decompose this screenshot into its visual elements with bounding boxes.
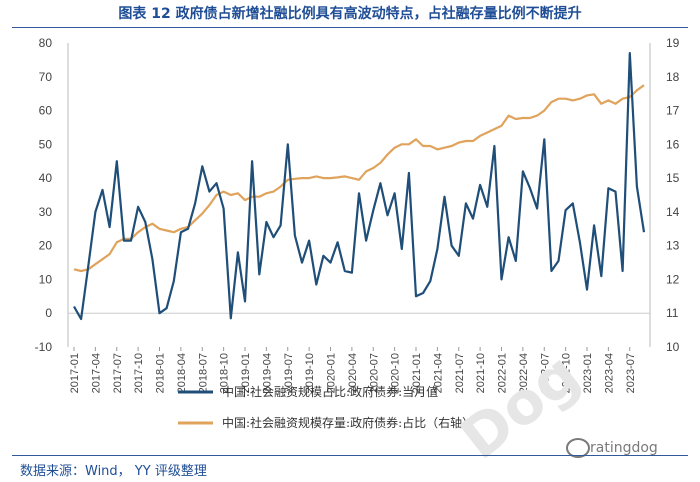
y-tick-label-right: 13 — [666, 239, 680, 253]
x-tick-label: 2022-07 — [539, 353, 551, 393]
x-axis-ticks: 2017-01 2017-04 2017-07 2017-10 2018-01 2018-… — [69, 347, 637, 393]
x-tick-label: 2017-10 — [133, 353, 145, 393]
y-tick-label-left: 70 — [39, 70, 53, 84]
y-tick-label-right: 12 — [666, 272, 680, 286]
x-tick-label: 2020-07 — [368, 353, 380, 393]
y-tick-label-right: 16 — [666, 137, 680, 151]
x-tick-label: 2019-04 — [261, 353, 273, 393]
y-tick-label-left: 40 — [39, 171, 53, 185]
x-tick-label: 2023-01 — [582, 353, 594, 393]
x-tick-label: 2022-10 — [561, 353, 573, 393]
y-tick-label-left: 20 — [39, 239, 53, 253]
chart-legend: 中国:社会融资规模占比:政府债券:当月值 中国:社会融资规模存量:政府债券:占比… — [178, 384, 474, 430]
legend-label-series1: 中国:社会融资规模占比:政府债券:当月值 — [222, 384, 438, 399]
x-tick-label: 2023-07 — [625, 353, 637, 393]
y-tick-label-right: 15 — [666, 171, 680, 185]
y-tick-label-left: 80 — [39, 36, 53, 50]
x-tick-label: 2020-04 — [347, 353, 359, 393]
x-tick-label: 2022-01 — [497, 353, 509, 393]
x-tick-label: 2018-04 — [176, 353, 188, 393]
x-tick-label: 2019-01 — [240, 353, 252, 393]
x-tick-label: 2020-01 — [326, 353, 338, 393]
x-tick-label: 2021-04 — [432, 353, 444, 393]
x-tick-label: 2022-04 — [518, 353, 530, 393]
y-tick-label-left: 10 — [39, 272, 53, 286]
y-tick-label-left: 0 — [45, 306, 52, 320]
x-tick-label: 2017-01 — [69, 353, 81, 393]
y-tick-label-left: -10 — [35, 340, 53, 354]
legend-label-series2: 中国:社会融资规模存量:政府债券:占比（右轴） — [222, 415, 474, 430]
data-source: 数据来源：Wind， YY 评级整理 — [20, 464, 207, 479]
y-tick-label-right: 14 — [666, 205, 680, 219]
y-axis-left-ticks: -10 0 10 20 30 40 50 60 70 80 — [35, 36, 53, 354]
source-divider — [12, 455, 688, 456]
y-tick-label-left: 60 — [39, 104, 53, 118]
x-tick-label: 2018-10 — [219, 353, 231, 393]
y-tick-label-right: 19 — [666, 36, 680, 50]
x-tick-label: 2018-07 — [197, 353, 209, 393]
x-tick-label: 2018-01 — [155, 353, 167, 393]
series-line-monthly-share — [73, 51, 646, 321]
x-tick-label: 2021-01 — [411, 353, 423, 393]
chart-axes — [67, 43, 651, 347]
page-title: 图表 12 政府债占新增社融比例具有高波动特点，占社融存量比例不断提升 — [118, 6, 582, 22]
x-tick-label: 2019-07 — [283, 353, 295, 393]
y-tick-label-right: 10 — [666, 340, 680, 354]
y-axis-right-ticks: 10 11 12 13 14 15 16 17 18 19 — [666, 36, 680, 354]
x-tick-label: 2017-07 — [112, 353, 124, 393]
x-tick-label: 2017-04 — [90, 353, 102, 393]
y-tick-label-right: 18 — [666, 70, 680, 84]
x-tick-label: 2020-10 — [390, 353, 402, 393]
x-tick-label: 2021-10 — [475, 353, 487, 393]
x-tick-label: 2023-04 — [603, 353, 615, 393]
watermark-text: ratingdog — [590, 440, 658, 456]
y-tick-label-left: 30 — [39, 205, 53, 219]
title-divider — [12, 27, 688, 28]
y-tick-label-left: 50 — [39, 137, 53, 151]
series-line-stock-share — [73, 84, 645, 273]
x-tick-label: 2019-10 — [304, 353, 316, 393]
wechat-icon — [566, 438, 590, 458]
y-tick-label-right: 11 — [666, 306, 679, 320]
y-tick-label-right: 17 — [666, 104, 680, 118]
series-lines — [73, 51, 646, 321]
x-tick-label: 2021-07 — [454, 353, 466, 393]
